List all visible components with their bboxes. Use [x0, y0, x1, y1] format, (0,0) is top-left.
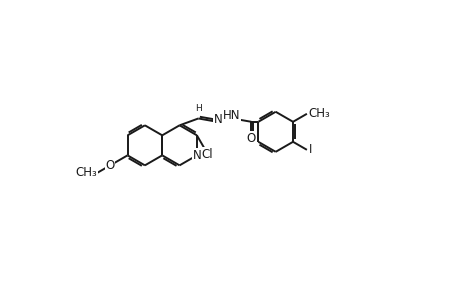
Text: I: I	[308, 143, 312, 156]
Text: Cl: Cl	[201, 148, 212, 161]
Text: HN: HN	[223, 109, 240, 122]
Text: O: O	[106, 159, 115, 172]
Text: O: O	[246, 132, 255, 145]
Text: CH₃: CH₃	[75, 167, 97, 179]
Text: H: H	[195, 104, 202, 113]
Text: N: N	[213, 113, 222, 126]
Text: N: N	[192, 149, 201, 162]
Text: CH₃: CH₃	[308, 107, 330, 120]
